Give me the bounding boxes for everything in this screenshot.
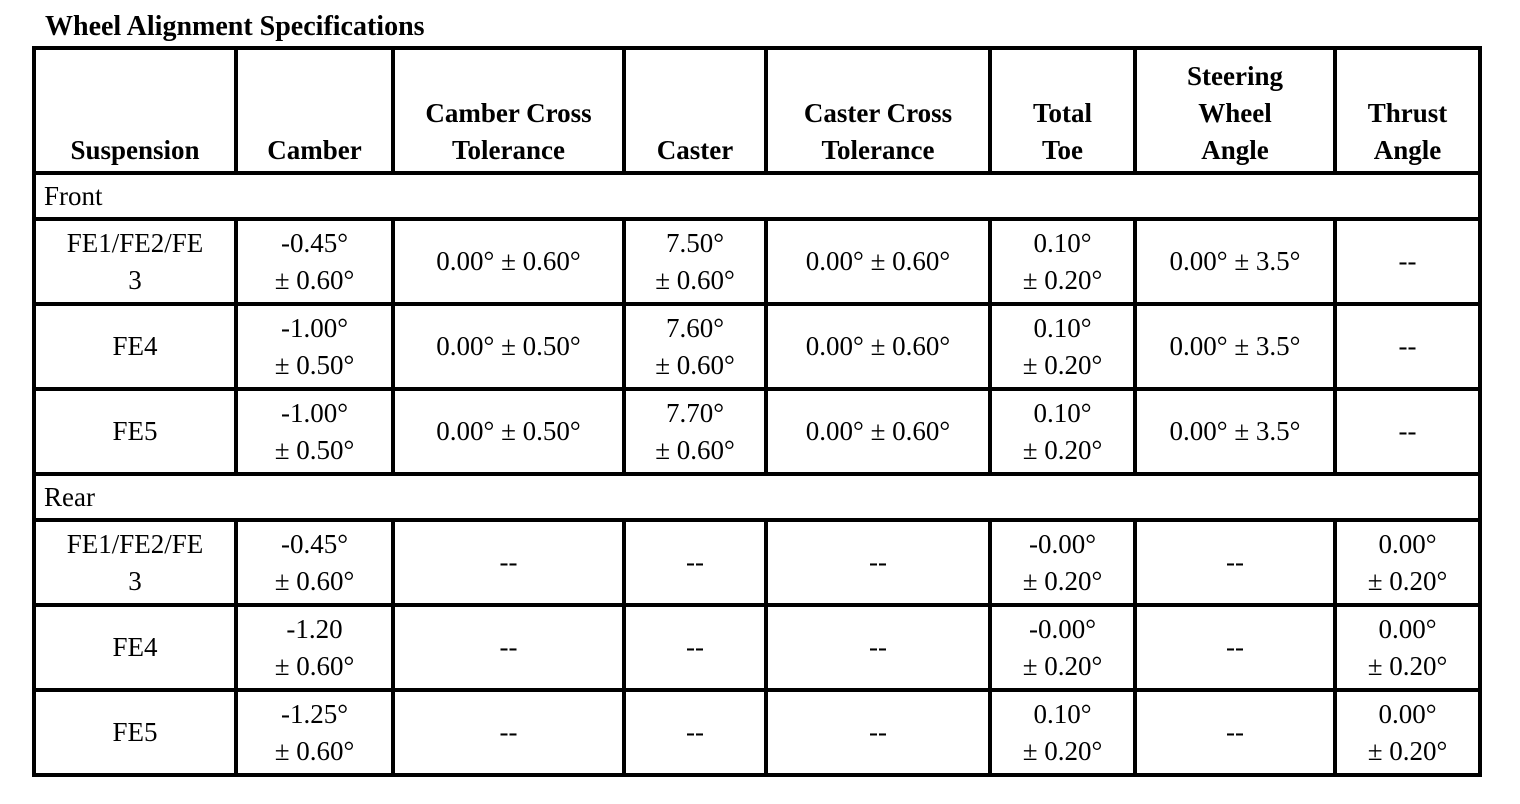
column-header: Camber Cross Tolerance xyxy=(391,46,626,175)
table-cell: 0.00° ± 3.5° xyxy=(1133,387,1337,476)
table-cell: 0.00° ± 3.5° xyxy=(1133,217,1337,306)
document-title: Wheel Alignment Specifications xyxy=(45,11,425,42)
table-cell: 0.00° ± 0.20° xyxy=(1333,603,1482,692)
table-cell: 0.00° ± 0.60° xyxy=(764,302,992,391)
table-cell: -- xyxy=(1333,217,1482,306)
header-row: Suspension Camber Camber Cross Tolerance Ca… xyxy=(32,46,1482,175)
table-cell: 7.70° ± 0.60° xyxy=(622,387,768,476)
table-row: FE1/FE2/FE 3 -0.45° ± 0.60° 0.00° ± 0.60° 7… xyxy=(32,217,1482,306)
section-label: Front xyxy=(32,171,1482,221)
table-cell: -0.45° ± 0.60° xyxy=(234,217,395,306)
table-row: FE5 -1.25° ± 0.60° -- -- -- 0.10° ± 0.20° -- 0.… xyxy=(32,688,1482,777)
table-cell: -1.20 ± 0.60° xyxy=(234,603,395,692)
table-cell: 0.10° ± 0.20° xyxy=(988,387,1137,476)
table-cell: -1.25° ± 0.60° xyxy=(234,688,395,777)
column-header: Steering Wheel Angle xyxy=(1133,46,1337,175)
table-cell: -- xyxy=(1133,688,1337,777)
column-header: Total Toe xyxy=(988,46,1137,175)
table-cell: FE5 xyxy=(32,387,238,476)
table-cell: 0.00° ± 0.60° xyxy=(764,387,992,476)
table-cell: -- xyxy=(391,603,626,692)
table-cell: -- xyxy=(391,518,626,607)
table-cell: -- xyxy=(622,688,768,777)
table-cell: 0.10° ± 0.20° xyxy=(988,302,1137,391)
table-cell: 0.00° ± 3.5° xyxy=(1133,302,1337,391)
table-cell: -- xyxy=(1133,518,1337,607)
table-cell: 0.00° ± 0.50° xyxy=(391,302,626,391)
table-cell: -0.45° ± 0.60° xyxy=(234,518,395,607)
column-header: Camber xyxy=(234,46,395,175)
table-cell: -- xyxy=(391,688,626,777)
table-cell: FE1/FE2/FE 3 xyxy=(32,518,238,607)
table-cell: 0.00° ± 0.60° xyxy=(764,217,992,306)
table-row: FE5 -1.00° ± 0.50° 0.00° ± 0.50° 7.70° ± 0.… xyxy=(32,387,1482,476)
table-cell: 0.00° ± 0.60° xyxy=(391,217,626,306)
table-cell: 0.10° ± 0.20° xyxy=(988,688,1137,777)
wheel-alignment-table: Suspension Camber Camber Cross Tolerance Ca… xyxy=(32,46,1482,777)
table-cell: -- xyxy=(1133,603,1337,692)
table-cell: -- xyxy=(1333,387,1482,476)
table-cell: 7.60° ± 0.60° xyxy=(622,302,768,391)
section-row: Rear xyxy=(32,472,1482,522)
column-header: Suspension xyxy=(32,46,238,175)
table-cell: 0.10° ± 0.20° xyxy=(988,217,1137,306)
table-cell: FE5 xyxy=(32,688,238,777)
table-cell: -- xyxy=(764,603,992,692)
table-cell: FE4 xyxy=(32,603,238,692)
column-header: Caster xyxy=(622,46,768,175)
table-cell: FE1/FE2/FE 3 xyxy=(32,217,238,306)
table-row: FE4 -1.20 ± 0.60° -- -- -- -0.00° ± 0.20° -- 0.… xyxy=(32,603,1482,692)
table-cell: -- xyxy=(1333,302,1482,391)
table-cell: -0.00° ± 0.20° xyxy=(988,603,1137,692)
table-cell: -- xyxy=(622,603,768,692)
table-cell: 0.00° ± 0.20° xyxy=(1333,688,1482,777)
column-header: Caster Cross Tolerance xyxy=(764,46,992,175)
table-cell: -- xyxy=(764,688,992,777)
section-row: Front xyxy=(32,171,1482,221)
section-label: Rear xyxy=(32,472,1482,522)
table-cell: 0.00° ± 0.50° xyxy=(391,387,626,476)
table-cell: 0.00° ± 0.20° xyxy=(1333,518,1482,607)
table-cell: -- xyxy=(622,518,768,607)
table-cell: 7.50° ± 0.60° xyxy=(622,217,768,306)
table-cell: FE4 xyxy=(32,302,238,391)
table-cell: -- xyxy=(764,518,992,607)
column-header: Thrust Angle xyxy=(1333,46,1482,175)
table-row: FE4 -1.00° ± 0.50° 0.00° ± 0.50° 7.60° ± 0.… xyxy=(32,302,1482,391)
table-cell: -1.00° ± 0.50° xyxy=(234,302,395,391)
table-cell: -1.00° ± 0.50° xyxy=(234,387,395,476)
table-row: FE1/FE2/FE 3 -0.45° ± 0.60° -- -- -- -0.00° ±… xyxy=(32,518,1482,607)
table-cell: -0.00° ± 0.20° xyxy=(988,518,1137,607)
